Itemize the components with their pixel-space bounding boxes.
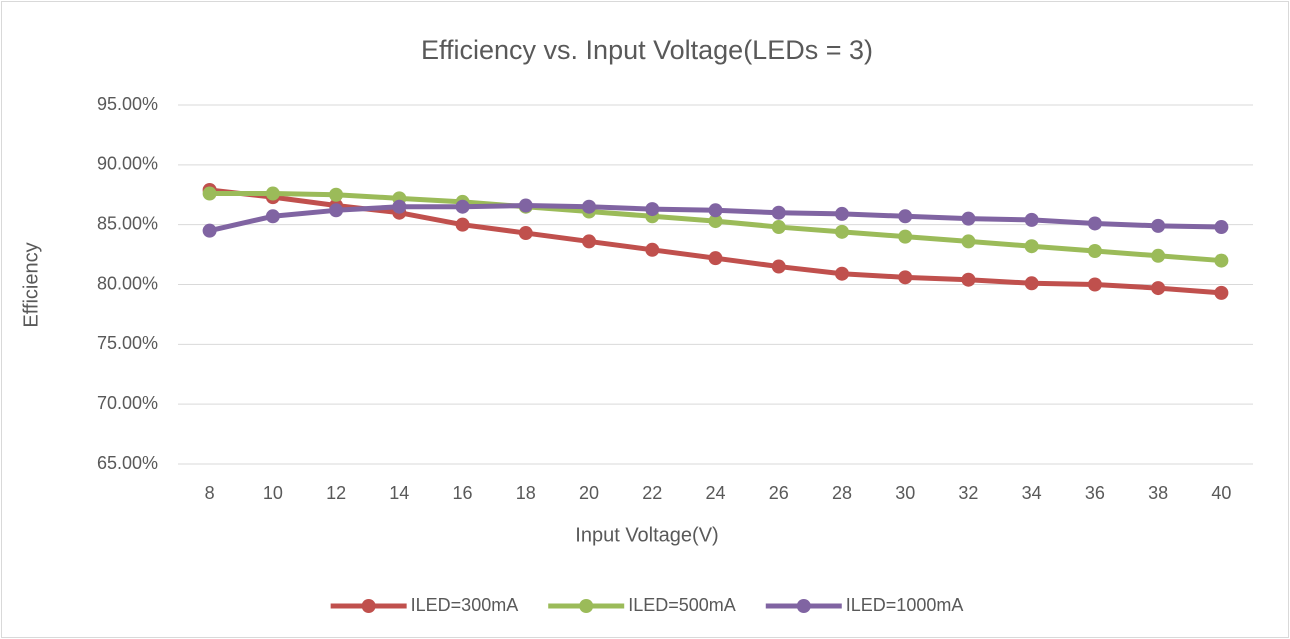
y-axis-label: Efficiency: [20, 242, 42, 327]
data-point: [582, 199, 597, 214]
data-point: [1024, 276, 1039, 291]
data-point: [1087, 243, 1102, 258]
data-point: [329, 187, 344, 202]
data-point: [1151, 248, 1166, 263]
data-point: [771, 259, 786, 274]
x-axis-label: Input Voltage(V): [575, 524, 718, 546]
y-tick-label: 90.00%: [97, 154, 158, 174]
legend-marker: [579, 599, 594, 613]
legend-item: ILED=500mA: [548, 595, 736, 615]
data-point: [708, 214, 723, 229]
data-point: [202, 223, 217, 238]
data-point: [1151, 218, 1166, 233]
data-point: [898, 270, 913, 285]
data-point: [771, 220, 786, 235]
data-point: [329, 203, 344, 218]
x-tick-label: 34: [1022, 483, 1042, 503]
x-tick-label: 12: [326, 483, 346, 503]
data-point: [1214, 253, 1229, 268]
data-point: [834, 266, 849, 281]
x-tick-label: 26: [769, 483, 789, 503]
data-point: [265, 186, 280, 201]
y-tick-label: 75.00%: [97, 333, 158, 353]
data-point: [708, 251, 723, 266]
legend-marker: [796, 599, 811, 613]
x-tick-label: 32: [958, 483, 978, 503]
data-point: [202, 186, 217, 201]
data-point: [455, 199, 470, 214]
x-tick-label: 22: [642, 483, 662, 503]
data-point: [392, 199, 407, 214]
data-point: [1024, 239, 1039, 254]
y-tick-label: 70.00%: [97, 393, 158, 413]
x-tick-label: 40: [1211, 483, 1231, 503]
data-point: [834, 224, 849, 239]
x-tick-label: 10: [263, 483, 283, 503]
y-tick-label: 85.00%: [97, 213, 158, 233]
data-point: [961, 211, 976, 226]
data-point: [1214, 285, 1229, 300]
x-tick-label: 14: [389, 483, 409, 503]
legend-item: ILED=300mA: [330, 595, 519, 615]
data-point: [455, 217, 470, 232]
legend-label: ILED=300mA: [411, 595, 519, 615]
x-tick-label: 36: [1085, 483, 1105, 503]
data-point: [1087, 277, 1102, 292]
legend-marker: [361, 599, 376, 613]
y-tick-label: 95.00%: [97, 94, 158, 114]
data-point: [961, 234, 976, 249]
y-tick-label: 80.00%: [97, 273, 158, 293]
x-tick-label: 38: [1148, 483, 1168, 503]
x-tick-label: 20: [579, 483, 599, 503]
data-point: [898, 209, 913, 224]
data-point: [645, 242, 660, 257]
chart-title: Efficiency vs. Input Voltage(LEDs = 3): [421, 35, 873, 65]
data-point: [834, 206, 849, 221]
data-point: [518, 198, 533, 213]
legend-label: ILED=1000mA: [846, 595, 964, 615]
data-point: [645, 202, 660, 217]
legend-label: ILED=500mA: [628, 595, 736, 615]
data-point: [771, 205, 786, 220]
data-point: [708, 203, 723, 218]
x-tick-label: 28: [832, 483, 852, 503]
x-tick-label: 8: [205, 483, 215, 503]
data-point: [1151, 281, 1166, 296]
data-point: [265, 209, 280, 224]
data-point: [1214, 220, 1229, 235]
data-point: [518, 226, 533, 241]
data-point: [1024, 212, 1039, 227]
y-tick-label: 65.00%: [97, 453, 158, 473]
data-point: [1087, 216, 1102, 231]
data-point: [961, 272, 976, 287]
x-tick-label: 18: [516, 483, 536, 503]
x-tick-label: 24: [705, 483, 725, 503]
x-tick-label: 16: [453, 483, 473, 503]
legend-item: ILED=1000mA: [765, 595, 964, 615]
x-tick-label: 30: [895, 483, 915, 503]
data-point: [898, 229, 913, 244]
data-point: [582, 234, 597, 249]
